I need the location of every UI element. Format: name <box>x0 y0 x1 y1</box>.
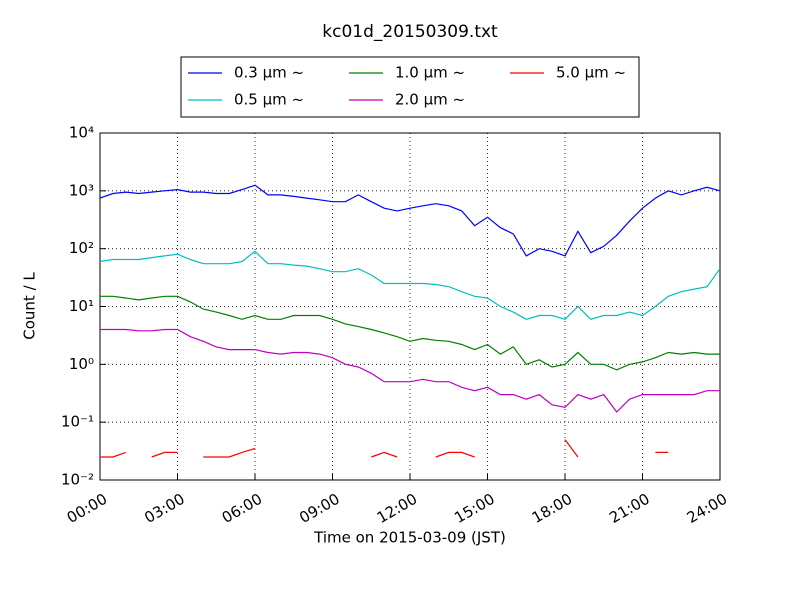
y-tick-label: 10⁻¹ <box>61 413 94 431</box>
series-line <box>100 295 720 371</box>
y-tick-label: 10² <box>69 239 94 257</box>
series-line <box>100 328 720 413</box>
chart-title: kc01d_20150309.txt <box>322 22 498 42</box>
series-line <box>99 250 721 320</box>
y-tick-label: 10⁴ <box>69 124 94 142</box>
y-axis-label: Count / L <box>21 272 39 340</box>
legend-label: 2.0 μm ~ <box>395 91 465 109</box>
y-tick-label: 10³ <box>69 181 94 199</box>
series-line <box>100 439 669 458</box>
series-line <box>99 184 721 257</box>
y-tick-label: 10⁻² <box>61 471 94 489</box>
x-axis-label: Time on 2015-03-09 (JST) <box>313 529 506 547</box>
legend-box <box>180 56 640 118</box>
legend-label: 0.3 μm ~ <box>234 64 304 82</box>
legend-label: 1.0 μm ~ <box>395 64 465 82</box>
legend-label: 0.5 μm ~ <box>234 91 304 109</box>
y-tick-label: 10¹ <box>69 297 94 315</box>
legend-label: 5.0 μm ~ <box>556 64 626 82</box>
y-tick-label: 10⁰ <box>69 355 94 373</box>
